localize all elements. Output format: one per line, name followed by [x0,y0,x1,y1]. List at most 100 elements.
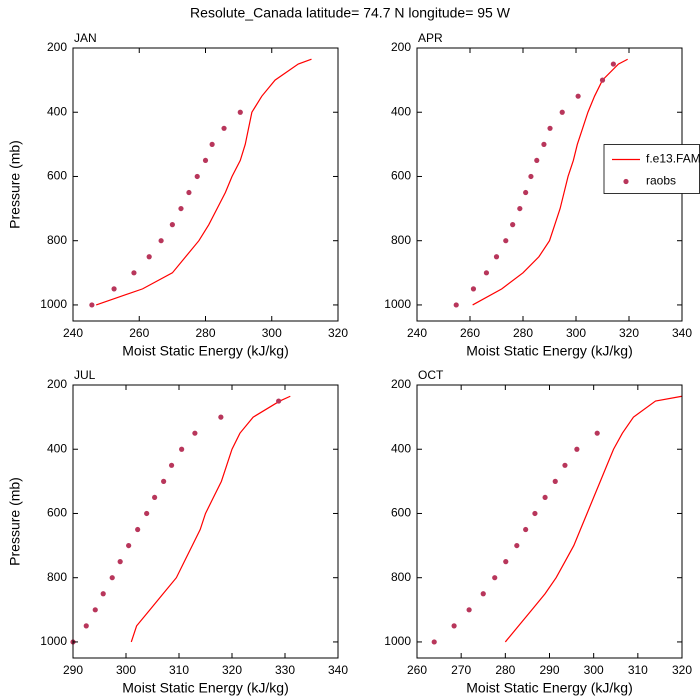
panel-title: JUL [74,368,96,382]
raob-point [547,125,553,131]
x-axis-label: Moist Static Energy (kJ/kg) [466,680,633,696]
raob-point [599,77,606,83]
x-tick-label: 300 [566,326,586,340]
raob-point [559,109,565,115]
y-tick-label: 400 [47,104,67,118]
figure-title: Resolute_Canada latitude= 74.7 N longitu… [190,5,511,21]
raob-point [237,109,243,115]
raob-point [541,141,547,147]
panel-title: OCT [418,368,444,382]
raob-point [146,254,152,260]
raob-point [158,238,164,244]
x-tick-label: 280 [195,326,215,340]
x-tick-label: 320 [222,663,242,677]
raob-point [169,222,175,228]
y-tick-label: 1000 [40,297,67,311]
raob-point [470,286,477,292]
x-tick-label: 310 [628,663,648,677]
y-tick-label: 600 [47,506,67,520]
raob-point [532,510,538,517]
y-tick-label: 800 [47,233,67,247]
x-tick-label: 310 [169,663,189,677]
x-tick-label: 260 [407,663,427,677]
raob-point [523,189,529,196]
raob-point [161,478,167,484]
y-tick-label: 600 [391,506,411,520]
plot-frame [72,47,339,322]
y-tick-label: 200 [47,377,67,391]
x-tick-label: 340 [672,326,692,340]
x-tick-label: 280 [495,663,515,677]
raob-point [492,575,498,581]
raob-point [135,526,141,533]
y-tick-label: 1000 [40,634,67,648]
x-tick-label: 320 [672,663,692,677]
y-tick-label: 800 [391,233,411,247]
x-axis-label: Moist Static Energy (kJ/kg) [466,343,633,359]
x-tick-label: 340 [328,663,348,677]
raob-point [100,591,106,597]
raob-point [83,623,89,629]
raob-point [503,559,509,565]
model-line [130,395,291,643]
raob-point [466,607,472,613]
raob-point [202,157,209,164]
raob-point [451,623,457,629]
x-tick-label: 300 [584,663,604,677]
raob-point [453,302,459,308]
raob-point [194,173,200,180]
raob-point [534,157,540,164]
raob-point [144,510,150,517]
plot-frame [72,384,339,659]
x-axis-label: Moist Static Energy (kJ/kg) [122,680,289,696]
raob-point [510,222,516,228]
raob-point [168,462,175,468]
legend: f.e13.FAMIPC5.ne30 raobs [603,144,700,194]
raob-point [528,173,534,180]
y-axis-label: Pressure (mb) [7,140,23,229]
y-tick-label: 200 [391,40,411,54]
y-tick-label: 600 [47,169,67,183]
raob-point [109,575,115,581]
raob-point [480,591,486,597]
raob-point [552,478,558,484]
raob-point [152,494,158,501]
raob-point [131,270,137,276]
x-tick-label: 290 [539,663,559,677]
plot-frame [416,384,683,659]
x-tick-label: 320 [328,326,348,340]
raob-point [186,189,192,196]
x-tick-label: 260 [129,326,149,340]
model-line [472,58,628,306]
model-line [504,395,683,643]
y-tick-label: 400 [391,441,411,455]
x-tick-label: 270 [451,663,471,677]
model-line [95,58,312,306]
raob-point [493,254,500,260]
raob-point [92,607,98,613]
raob-point [562,462,568,468]
y-tick-label: 400 [47,441,67,455]
y-tick-label: 1000 [384,634,411,648]
raob-point [209,141,215,147]
y-tick-label: 200 [391,377,411,391]
legend-box [603,144,700,194]
raob-point [574,446,580,452]
raob-point [523,526,529,533]
x-tick-label: 330 [275,663,295,677]
y-tick-label: 1000 [384,297,411,311]
raob-point [514,542,520,549]
raob-point [610,61,616,67]
raob-point [503,238,509,244]
y-tick-label: 800 [391,570,411,584]
y-tick-label: 200 [47,40,67,54]
y-tick-label: 800 [47,570,67,584]
raob-point [517,205,523,212]
raob-point [218,414,224,420]
raob-point [111,286,117,292]
raob-point [192,430,198,436]
panel-title: APR [418,31,443,45]
x-tick-label: 280 [513,326,533,340]
raob-point [221,125,227,131]
